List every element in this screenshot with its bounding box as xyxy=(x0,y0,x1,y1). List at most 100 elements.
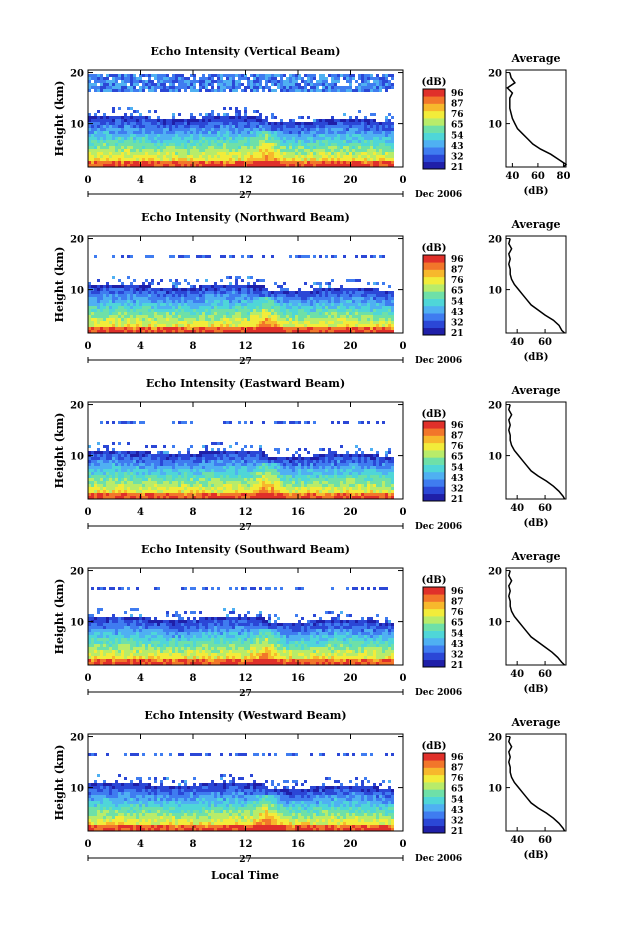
heatmap-cell xyxy=(304,149,307,152)
heatmap-cell xyxy=(166,303,169,306)
x-tick-label: 12 xyxy=(239,175,253,186)
heatmap-cell xyxy=(205,303,208,306)
heatmap-cell xyxy=(130,146,133,149)
heatmap-cell xyxy=(319,303,322,306)
heatmap-cell xyxy=(361,294,364,297)
heatmap-cell xyxy=(178,80,181,83)
heatmap-cell xyxy=(172,445,175,448)
heatmap-cell xyxy=(142,481,145,484)
heatmap-cell xyxy=(154,291,157,294)
heatmap-cell xyxy=(223,291,226,294)
heatmap-cell xyxy=(277,309,280,312)
heatmap-cell xyxy=(109,484,112,487)
heatmap-cell xyxy=(349,125,352,128)
heatmap-cell xyxy=(115,80,118,83)
heatmap-cell xyxy=(145,303,148,306)
heatmap-cell xyxy=(154,312,157,315)
heatmap-cell xyxy=(160,146,163,149)
heatmap-cell xyxy=(256,324,259,327)
heatmap-cell xyxy=(244,294,247,297)
heatmap-cell xyxy=(100,122,103,125)
heatmap-cell xyxy=(355,152,358,155)
heatmap-cell xyxy=(184,315,187,318)
heatmap-cell xyxy=(232,134,235,137)
heatmap-cell xyxy=(235,285,238,288)
heatmap-cell xyxy=(376,158,379,161)
heatmap-cell xyxy=(157,454,160,457)
heatmap-cell xyxy=(133,454,136,457)
heatmap-cell xyxy=(262,255,265,258)
heatmap-cell xyxy=(211,143,214,146)
heatmap-cell xyxy=(280,77,283,80)
heatmap-cell xyxy=(271,77,274,80)
heatmap-cell xyxy=(184,155,187,158)
heatmap-cell xyxy=(226,421,229,424)
heatmap-cell xyxy=(391,83,394,86)
heatmap-cell xyxy=(202,143,205,146)
heatmap-cell xyxy=(124,122,127,125)
heatmap-cell xyxy=(115,484,118,487)
heatmap-cell xyxy=(241,457,244,460)
heatmap-cell xyxy=(94,158,97,161)
heatmap-cell xyxy=(118,137,121,140)
heatmap-cell xyxy=(109,312,112,315)
heatmap-cell xyxy=(199,318,202,321)
heatmap-cell xyxy=(136,143,139,146)
heatmap-cell xyxy=(226,472,229,475)
heatmap-cell xyxy=(121,119,124,122)
heatmap-cell xyxy=(382,143,385,146)
heatmap-cell xyxy=(349,306,352,309)
heatmap-cell xyxy=(304,131,307,134)
heatmap-cell xyxy=(178,122,181,125)
heatmap-cell xyxy=(133,149,136,152)
heatmap-cell xyxy=(277,321,280,324)
heatmap-cell xyxy=(211,134,214,137)
heatmap-cell xyxy=(208,158,211,161)
heatmap-cell xyxy=(334,83,337,86)
heatmap-cell xyxy=(265,321,268,324)
heatmap-cell xyxy=(136,303,139,306)
heatmap-cell xyxy=(187,309,190,312)
heatmap-cell xyxy=(382,74,385,77)
heatmap-cell xyxy=(244,155,247,158)
heatmap-cell xyxy=(259,327,262,330)
heatmap-cell xyxy=(142,146,145,149)
heatmap-cell xyxy=(133,478,136,481)
heatmap-cell xyxy=(154,484,157,487)
heatmap-cell xyxy=(181,463,184,466)
heatmap-cell xyxy=(94,454,97,457)
heatmap-cell xyxy=(196,321,199,324)
heatmap-cell xyxy=(103,125,106,128)
heatmap-cell xyxy=(241,152,244,155)
heatmap-cell xyxy=(127,297,130,300)
heatmap-cell xyxy=(232,116,235,119)
heatmap-cell xyxy=(184,490,187,493)
heatmap-cell xyxy=(160,472,163,475)
heatmap-cell xyxy=(385,86,388,89)
heatmap-cell xyxy=(316,315,319,318)
heatmap-cell xyxy=(118,312,121,315)
heatmap-cell xyxy=(94,80,97,83)
heatmap-cell xyxy=(307,303,310,306)
heatmap-cell xyxy=(115,463,118,466)
heatmap-cell xyxy=(373,137,376,140)
heatmap-cell xyxy=(208,288,211,291)
heatmap-cell xyxy=(106,460,109,463)
heatmap-cell xyxy=(256,77,259,80)
heatmap-cell xyxy=(307,146,310,149)
heatmap-cell xyxy=(193,309,196,312)
heatmap-cell xyxy=(172,493,175,496)
heatmap-cell xyxy=(115,475,118,478)
heatmap-cell xyxy=(388,324,391,327)
heatmap-cell xyxy=(250,445,253,448)
heatmap-cell xyxy=(172,300,175,303)
heatmap-cell xyxy=(166,493,169,496)
heatmap-cell xyxy=(370,315,373,318)
heatmap-cell xyxy=(241,454,244,457)
heatmap-cell xyxy=(235,294,238,297)
heatmap-cell xyxy=(229,321,232,324)
heatmap-cell xyxy=(307,155,310,158)
heatmap-cell xyxy=(385,74,388,77)
heatmap-cell xyxy=(169,324,172,327)
heatmap-cell xyxy=(328,149,331,152)
